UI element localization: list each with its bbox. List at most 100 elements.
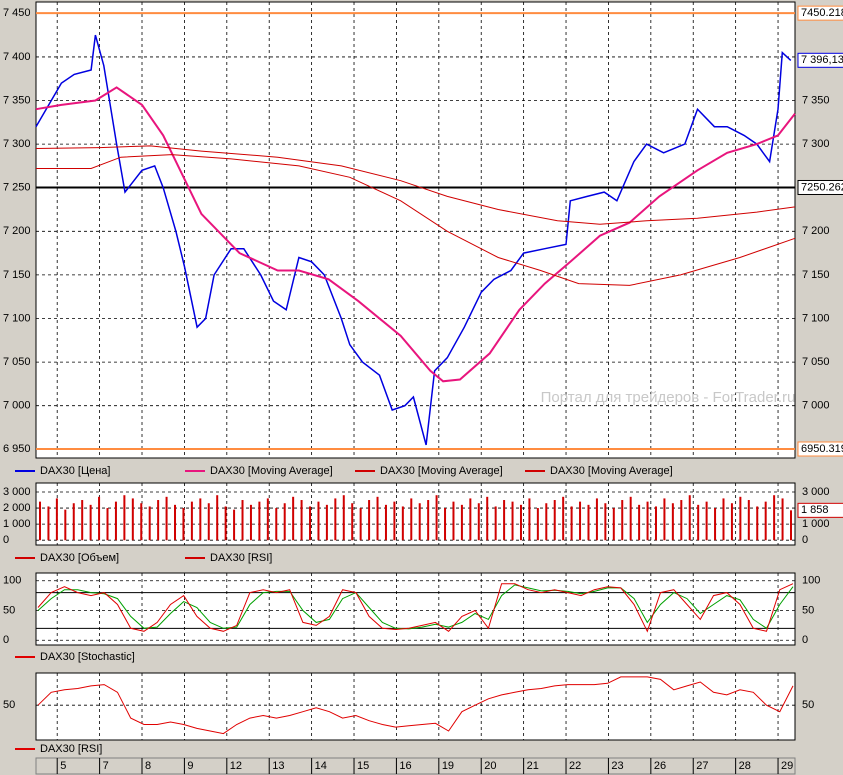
bar <box>334 498 337 541</box>
bar <box>545 503 548 541</box>
y-tick-label-right: 7 000 <box>802 400 830 412</box>
bar <box>528 498 531 541</box>
x-tick-label: 28 <box>739 760 751 772</box>
plot-area <box>35 672 796 741</box>
bar <box>300 500 303 541</box>
bar <box>511 501 514 541</box>
bar <box>621 500 624 541</box>
y-tick-label: 2 000 <box>3 502 31 514</box>
bar <box>207 503 210 541</box>
bar <box>773 495 776 541</box>
bar <box>427 500 430 541</box>
bar <box>460 504 463 541</box>
x-tick-label: 29 <box>781 760 793 772</box>
bar <box>435 495 438 541</box>
bar <box>359 508 362 541</box>
last-value-label: 7 396,13 <box>801 54 843 66</box>
y-tick-label: 7 200 <box>3 225 31 237</box>
x-tick-label: 19 <box>442 760 454 772</box>
y-tick-label-right: 7 150 <box>802 269 830 281</box>
level-label: 7250.262 <box>801 181 843 193</box>
x-tick-label: 7 <box>103 760 109 772</box>
bar <box>292 496 295 541</box>
x-tick-label: 21 <box>527 760 539 772</box>
x-tick-label: 16 <box>399 760 411 772</box>
bar <box>570 506 573 541</box>
bar <box>790 510 792 541</box>
bar <box>368 500 371 541</box>
y-tick-label: 100 <box>3 575 21 587</box>
bar <box>469 498 472 541</box>
bar <box>503 500 506 541</box>
bar <box>47 506 50 541</box>
bar <box>157 500 160 541</box>
level-label: 7450.218 <box>801 7 843 19</box>
bar <box>764 501 767 541</box>
bar <box>342 495 345 541</box>
bar <box>393 501 396 541</box>
y-tick-label-right: 7 100 <box>802 312 830 324</box>
y-tick-label: 50 <box>3 699 15 711</box>
bar <box>519 504 522 541</box>
watermark: Портал для трейдеров - ForTrader.ru <box>541 389 796 406</box>
y-tick-label: 7 000 <box>3 400 31 412</box>
bar <box>190 501 193 541</box>
x-tick-label: 9 <box>187 760 193 772</box>
signal-line <box>37 584 794 630</box>
bar <box>174 504 177 541</box>
bar <box>536 508 539 541</box>
legend-label: DAX30 [Moving Average] <box>380 465 503 477</box>
last-value-box <box>797 502 843 518</box>
level-box <box>797 441 843 457</box>
x-axis-strip <box>35 757 796 775</box>
bar <box>55 498 58 541</box>
y-tick-label: 7 400 <box>3 51 31 63</box>
bar <box>714 508 717 541</box>
y-tick-label-right: 1 000 <box>802 518 830 530</box>
bar <box>258 501 261 541</box>
bar <box>730 503 733 541</box>
level-box <box>797 5 843 21</box>
bar <box>266 498 269 541</box>
bar <box>123 495 126 541</box>
y-tick-label-right: 7 300 <box>802 138 830 150</box>
y-tick-label: 7 450 <box>3 7 31 19</box>
bar <box>680 500 683 541</box>
bar <box>562 496 565 541</box>
bar <box>165 496 168 541</box>
bar <box>418 503 421 541</box>
bar <box>72 503 75 541</box>
bar <box>477 503 480 541</box>
bar <box>663 498 666 541</box>
x-tick-label: 27 <box>696 760 708 772</box>
y-tick-label: 3 000 <box>3 486 31 498</box>
bar <box>452 501 455 541</box>
y-tick-label: 6 950 <box>3 443 31 455</box>
bar <box>638 504 641 541</box>
plot-area <box>35 572 796 646</box>
y-tick-label: 7 300 <box>3 138 31 150</box>
bar <box>646 501 649 541</box>
bar <box>309 506 312 541</box>
bar <box>401 506 404 541</box>
y-tick-label: 0 <box>3 634 9 646</box>
last-value-label: 1 858 <box>801 504 829 516</box>
bar <box>688 495 691 541</box>
x-tick-label: 22 <box>569 760 581 772</box>
x-tick-label: 15 <box>357 760 369 772</box>
legend-label: DAX30 [RSI] <box>210 552 272 564</box>
bar <box>747 500 750 541</box>
bar <box>376 496 379 541</box>
bar <box>148 506 151 541</box>
y-tick-label: 7 100 <box>3 312 31 324</box>
y-tick-label-right: 0 <box>802 534 808 546</box>
y-tick-label: 0 <box>3 534 9 546</box>
bar <box>224 506 227 541</box>
bar <box>241 500 244 541</box>
x-tick-label: 12 <box>230 760 242 772</box>
bar <box>629 496 632 541</box>
y-tick-label-right: 50 <box>802 699 814 711</box>
y-tick-label-right: 7 050 <box>802 356 830 368</box>
plot-area <box>35 1 796 459</box>
